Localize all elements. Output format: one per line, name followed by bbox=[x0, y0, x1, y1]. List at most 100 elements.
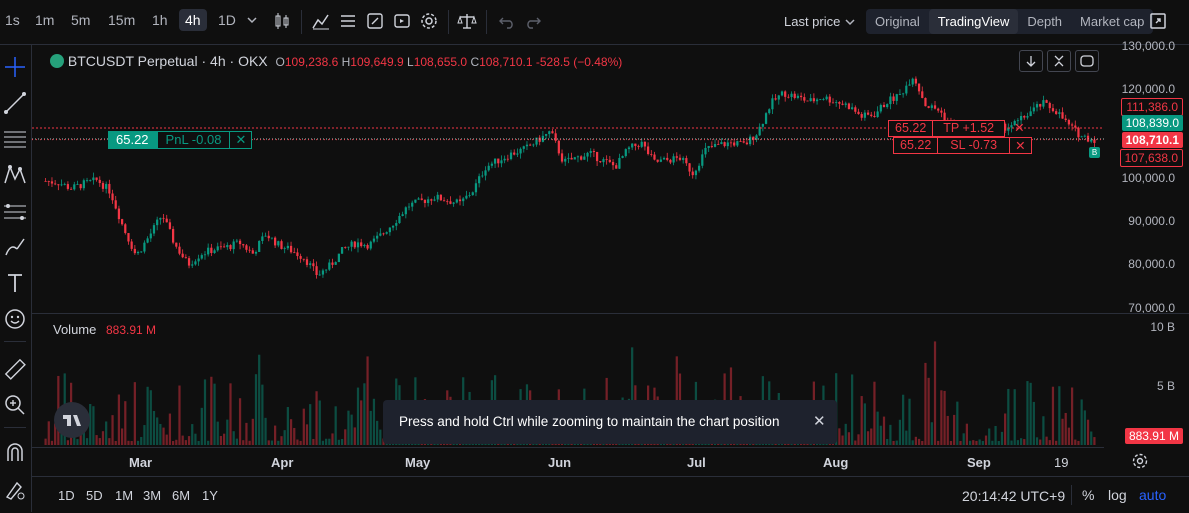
close-position-icon[interactable]: ✕ bbox=[230, 131, 253, 149]
timeframe-1h[interactable]: 1h bbox=[152, 12, 168, 28]
cancel-sl-icon[interactable]: ✕ bbox=[1010, 137, 1032, 154]
candle-body bbox=[812, 98, 815, 102]
price-source-select[interactable]: Last price bbox=[784, 14, 841, 29]
timeframe-4h[interactable]: 4h bbox=[179, 9, 207, 31]
position-pnl-label[interactable]: 65.22 PnL -0.08 ✕ bbox=[108, 131, 253, 149]
timeframe-1s[interactable]: 1s bbox=[5, 12, 20, 28]
candle-type-icon[interactable] bbox=[272, 11, 292, 31]
time-scale[interactable]: Mar Apr May Jun Jul Aug Sep 19 bbox=[32, 447, 1104, 476]
tradingview-logo[interactable] bbox=[54, 402, 90, 438]
range-1d[interactable]: 1D bbox=[58, 488, 75, 503]
candle-body bbox=[717, 144, 720, 145]
undo-icon[interactable] bbox=[497, 11, 517, 31]
range-1m[interactable]: 1M bbox=[115, 488, 134, 503]
candle-body bbox=[742, 141, 745, 143]
timeframe-15m[interactable]: 15m bbox=[108, 12, 136, 28]
volume-bar bbox=[886, 438, 889, 445]
redo-icon[interactable] bbox=[523, 11, 543, 31]
range-6m[interactable]: 6M bbox=[172, 488, 191, 503]
pane-maximize-button[interactable] bbox=[1075, 50, 1099, 72]
volume-bar bbox=[975, 440, 978, 445]
emoji-icon[interactable] bbox=[3, 307, 27, 331]
candle-body bbox=[831, 102, 835, 104]
buy-marker-icon[interactable]: B bbox=[1089, 147, 1100, 158]
candle-body bbox=[95, 177, 98, 180]
candle-body bbox=[889, 96, 892, 105]
settings-gear-icon[interactable] bbox=[419, 11, 439, 31]
candle-body bbox=[796, 95, 800, 98]
range-5d[interactable]: 5D bbox=[86, 488, 103, 503]
collapse-button[interactable] bbox=[1047, 50, 1071, 72]
range-3m[interactable]: 3M bbox=[143, 488, 162, 503]
volume-scale[interactable]: 10 B 5 B 883.91 M bbox=[1104, 314, 1189, 446]
cancel-tp-icon[interactable]: ✕ bbox=[1014, 121, 1025, 135]
volume-bar bbox=[921, 440, 924, 445]
view-original[interactable]: Original bbox=[875, 14, 920, 29]
list-icon[interactable] bbox=[338, 11, 358, 31]
pane-separator[interactable] bbox=[32, 313, 1189, 314]
close-toast-icon[interactable]: ✕ bbox=[813, 413, 826, 430]
magnet-icon[interactable] bbox=[3, 441, 27, 465]
time-scale-settings-icon[interactable] bbox=[1131, 452, 1149, 470]
brush-icon[interactable] bbox=[3, 235, 27, 259]
candle-body bbox=[1026, 116, 1029, 118]
volume-bar bbox=[1083, 410, 1086, 445]
auto-scale-toggle[interactable]: auto bbox=[1139, 487, 1167, 503]
indicators-icon[interactable] bbox=[311, 11, 331, 31]
chevron-down-icon[interactable] bbox=[844, 16, 856, 28]
replay-icon[interactable] bbox=[392, 11, 412, 31]
templates-icon[interactable] bbox=[365, 11, 385, 31]
candle-body bbox=[213, 250, 216, 254]
volume-bar bbox=[994, 425, 997, 445]
volume-bar bbox=[219, 435, 223, 445]
take-profit-label[interactable]: 65.22 TP +1.52 ✕ bbox=[888, 120, 1034, 137]
volume-bar bbox=[369, 410, 372, 445]
price-chart[interactable] bbox=[32, 45, 1104, 313]
pattern-icon[interactable] bbox=[3, 163, 27, 187]
view-market-cap[interactable]: Market cap bbox=[1080, 14, 1145, 29]
fullscreen-icon[interactable] bbox=[1148, 11, 1168, 31]
candle-body bbox=[363, 244, 366, 247]
drawing-toolbar bbox=[0, 45, 32, 512]
clock-timezone[interactable]: 20:14:42 UTC+9 bbox=[962, 488, 1066, 504]
candle-body bbox=[360, 242, 363, 247]
volume-bar bbox=[1013, 389, 1016, 445]
candle-body bbox=[854, 107, 857, 112]
volume-bar bbox=[879, 425, 882, 445]
timeframe-1d[interactable]: 1D bbox=[218, 12, 236, 28]
candle-body bbox=[602, 159, 605, 163]
volume-bar bbox=[857, 434, 860, 445]
volume-bar bbox=[165, 434, 168, 445]
ruler-icon[interactable] bbox=[3, 357, 27, 381]
chevron-down-icon[interactable] bbox=[246, 14, 258, 26]
volume-bar bbox=[978, 439, 981, 445]
volume-bar bbox=[98, 438, 101, 445]
candle-body bbox=[366, 244, 369, 249]
fib-retracement-icon[interactable] bbox=[3, 127, 27, 151]
candle-body bbox=[752, 136, 755, 140]
scroll-down-button[interactable] bbox=[1019, 50, 1043, 72]
view-depth[interactable]: Depth bbox=[1027, 14, 1063, 29]
stop-loss-label[interactable]: 65.22 SL -0.73 ✕ bbox=[893, 137, 1032, 154]
price-scale[interactable]: 130,000.0 120,000.0 100,000.0 90,000.0 8… bbox=[1104, 39, 1189, 315]
symbol-name[interactable]: BTCUSDT Perpetual bbox=[67, 53, 198, 69]
crosshair-icon[interactable] bbox=[3, 55, 27, 79]
trend-line-icon[interactable] bbox=[3, 91, 27, 115]
range-1y[interactable]: 1Y bbox=[202, 488, 218, 503]
projection-icon[interactable] bbox=[3, 199, 27, 223]
percent-toggle[interactable]: % bbox=[1082, 487, 1095, 503]
zoom-in-icon[interactable] bbox=[3, 393, 27, 417]
sl-price-badge: 107,638.0 bbox=[1119, 149, 1183, 167]
timeframe-1m[interactable]: 1m bbox=[35, 12, 55, 28]
lock-drawing-icon[interactable] bbox=[3, 477, 27, 501]
view-tradingview[interactable]: TradingView bbox=[928, 9, 1019, 34]
log-toggle[interactable]: log bbox=[1108, 487, 1127, 503]
volume-bar bbox=[917, 438, 921, 445]
text-tool-icon[interactable] bbox=[3, 271, 27, 295]
candle-body bbox=[838, 102, 841, 104]
candle-body bbox=[905, 85, 908, 94]
candle-body bbox=[490, 163, 494, 166]
candle-body bbox=[678, 157, 682, 160]
timeframe-5m[interactable]: 5m bbox=[71, 12, 91, 28]
compare-scale-icon[interactable] bbox=[457, 11, 477, 31]
